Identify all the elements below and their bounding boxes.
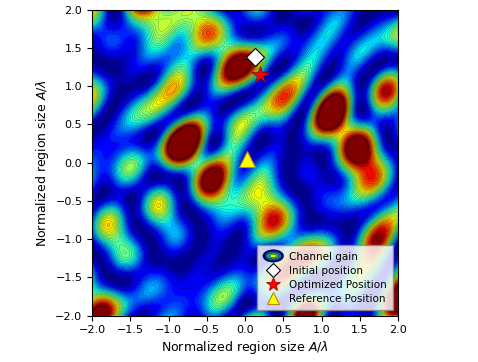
Y-axis label: Normalized region size $A/\lambda$: Normalized region size $A/\lambda$	[34, 79, 51, 247]
Legend: Channel gain, Initial position, Optimized Position, Reference Position: Channel gain, Initial position, Optimize…	[257, 245, 393, 310]
X-axis label: Normalized region size $A/\lambda$: Normalized region size $A/\lambda$	[161, 340, 329, 357]
